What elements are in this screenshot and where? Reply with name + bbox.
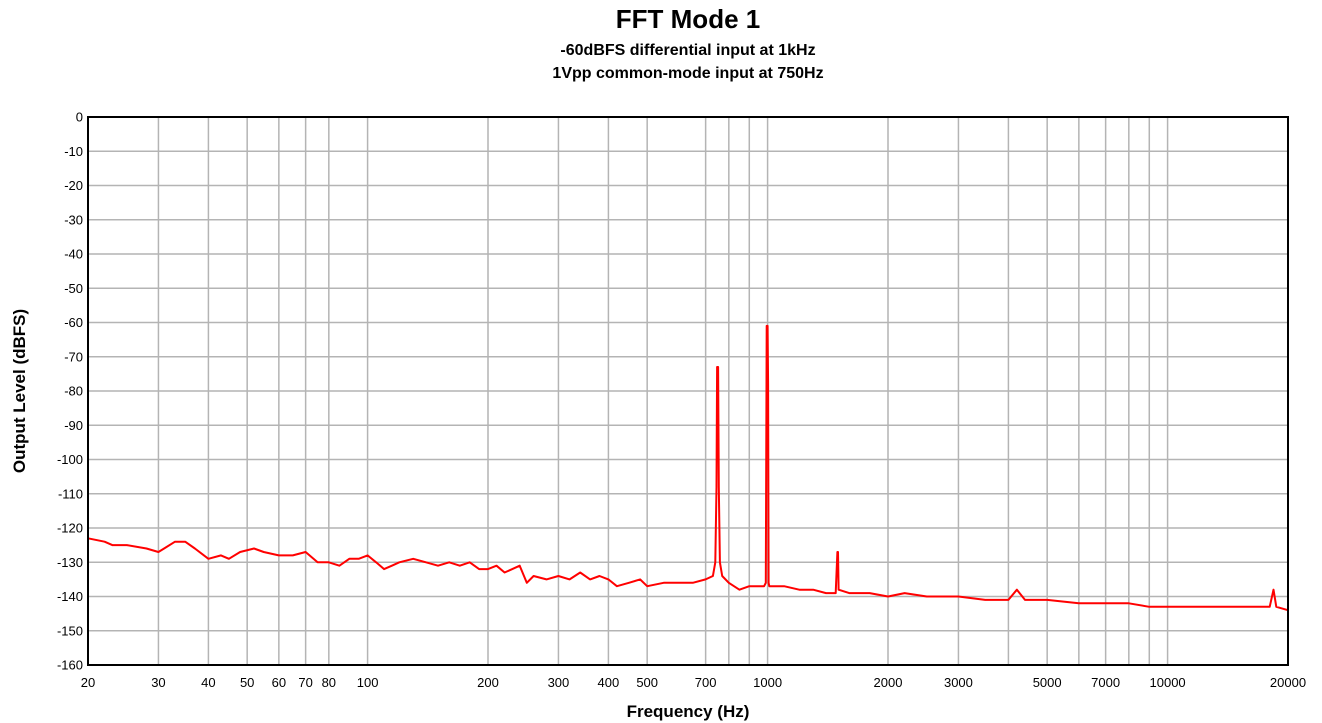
x-tick-label: 50 <box>240 675 254 690</box>
x-tick-label: 100 <box>357 675 379 690</box>
y-tick-label: -40 <box>64 247 83 262</box>
y-tick-label: 0 <box>76 110 83 125</box>
x-tick-label: 500 <box>636 675 658 690</box>
x-tick-label: 40 <box>201 675 215 690</box>
series-line <box>87 324 1289 612</box>
chart-subtitle-line-1: -60dBFS differential input at 1kHz <box>560 42 815 59</box>
y-tick-label: -100 <box>57 452 83 467</box>
x-axis-label: Frequency (Hz) <box>627 702 750 721</box>
x-tick-label: 2000 <box>874 675 903 690</box>
y-tick-label: -60 <box>64 315 83 330</box>
x-tick-label: 1000 <box>753 675 782 690</box>
x-tick-label: 30 <box>151 675 165 690</box>
y-tick-label: -80 <box>64 384 83 399</box>
x-tick-label: 400 <box>598 675 620 690</box>
plot-frame <box>87 116 1289 666</box>
x-tick-label: 5000 <box>1033 675 1062 690</box>
y-tick-label: -160 <box>57 658 83 673</box>
y-tick-label: -90 <box>64 418 83 433</box>
y-tick-label: -130 <box>57 555 83 570</box>
y-tick-label: -10 <box>64 144 83 159</box>
chart-title: FFT Mode 1 <box>616 4 760 34</box>
grid <box>87 116 1289 666</box>
x-tick-label: 70 <box>298 675 312 690</box>
chart-subtitle-line-2: 1Vpp common-mode input at 750Hz <box>552 65 823 82</box>
x-tick-label: 200 <box>477 675 499 690</box>
x-tick-label: 60 <box>272 675 286 690</box>
y-tick-label: -120 <box>57 521 83 536</box>
y-tick-label: -140 <box>57 589 83 604</box>
y-tick-label: -70 <box>64 349 83 364</box>
y-tick-label: -30 <box>64 212 83 227</box>
x-tick-label: 3000 <box>944 675 973 690</box>
y-axis-label: Output Level (dBFS) <box>10 309 29 473</box>
y-tick-label: -150 <box>57 623 83 638</box>
x-tick-label: 10000 <box>1150 675 1186 690</box>
x-tick-label: 700 <box>695 675 717 690</box>
y-tick-label: -50 <box>64 281 83 296</box>
x-tick-labels: 20 30 40 50 60 70 80 100 200 300 400 500 700 1000 2000… <box>81 675 1306 690</box>
x-tick-label: 300 <box>548 675 570 690</box>
x-tick-label: 7000 <box>1091 675 1120 690</box>
x-tick-label: 80 <box>322 675 336 690</box>
y-tick-label: -20 <box>64 178 83 193</box>
x-tick-label: 20000 <box>1270 675 1306 690</box>
y-tick-label: -110 <box>58 486 83 501</box>
y-tick-labels: 0 -10 -20 -30 -40 -50 -60 -70 -80 -90 -100 -110 -120… <box>57 110 83 673</box>
x-tick-label: 20 <box>81 675 95 690</box>
